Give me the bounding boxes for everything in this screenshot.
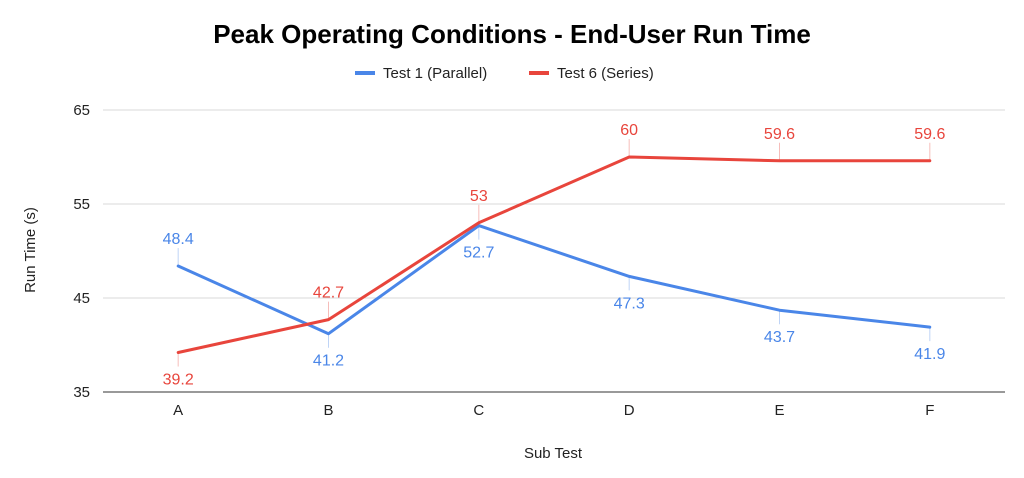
data-label-series-2: 42.7 [313,285,344,302]
x-tick-label: A [173,402,183,419]
data-label-series-1: 52.7 [463,245,494,262]
x-axis-label: Sub Test [524,445,583,462]
data-label-series-1: 47.3 [614,295,645,312]
data-label-series-1: 48.4 [163,231,194,248]
series-line-1 [176,224,932,336]
data-label-series-2: 59.6 [764,126,795,143]
x-tick-label: F [925,402,934,419]
x-axis-ticks: A B C D E F [173,402,934,419]
series-line-2 [176,155,932,354]
y-tick-label: 55 [73,196,90,213]
x-tick-label: B [323,402,333,419]
y-axis-ticks: 35 45 55 65 [73,102,90,401]
legend: Test 1 (Parallel) Test 6 (Series) [355,65,654,82]
chart-title: Peak Operating Conditions - End-User Run… [213,19,811,49]
data-label-series-1: 43.7 [764,329,795,346]
data-label-series-2: 59.6 [914,126,945,143]
x-tick-label: D [624,402,635,419]
legend-label-series-1: Test 1 (Parallel) [383,65,487,82]
y-tick-label: 65 [73,102,90,119]
data-label-series-2: 60 [620,122,638,139]
legend-entry-series-1: Test 1 (Parallel) [355,65,487,82]
legend-entry-series-2: Test 6 (Series) [529,65,654,82]
x-tick-label: E [774,402,784,419]
data-label-series-2: 39.2 [163,372,194,389]
data-labels: 48.4 41.2 52.7 47.3 43.7 41.9 39.2 42.7 53 60 59.6… [163,122,946,389]
data-label-series-1: 41.2 [313,353,344,370]
data-label-series-2: 53 [470,188,488,205]
y-axis-label: Run Time (s) [22,207,39,293]
data-label-series-1: 41.9 [914,346,945,363]
y-tick-label: 35 [73,384,90,401]
y-tick-label: 45 [73,290,90,307]
gridlines [103,109,1005,393]
legend-label-series-2: Test 6 (Series) [557,65,654,82]
x-tick-label: C [473,402,484,419]
series-group [176,155,932,354]
